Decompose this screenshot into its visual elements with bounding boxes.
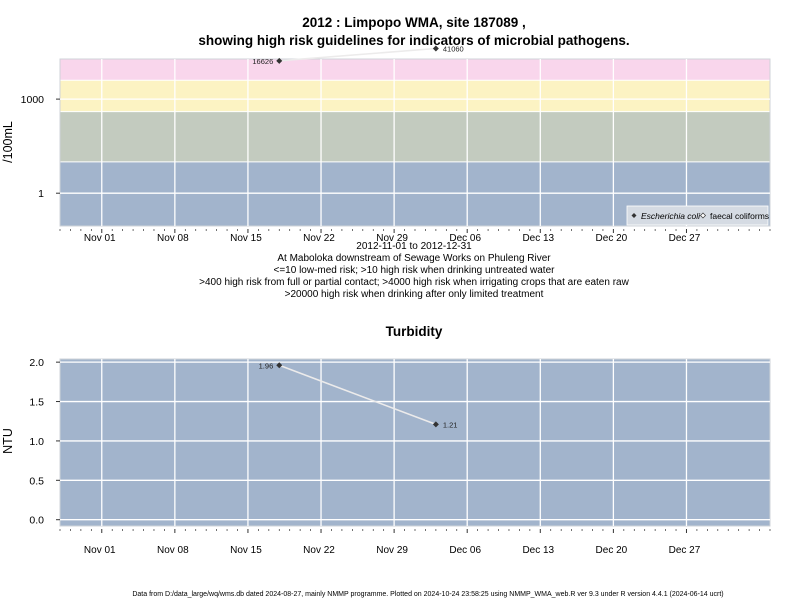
y-tick-label-0-5: 0.5 (29, 475, 44, 487)
caption-site: At Maboloka downstream of Sewage Works o… (277, 253, 551, 264)
caption-risk-2: >400 high risk from full or partial cont… (199, 277, 629, 288)
data-point-2 (432, 45, 439, 52)
chart-title-line-2: showing high risk guidelines for indicat… (198, 33, 629, 48)
x-tick-label-nov-22: Nov 22 (303, 233, 335, 244)
data-label-1: 1.96 (259, 361, 274, 370)
plot-frame (59, 58, 771, 227)
caption-block: 2012-11-01 to 2012-12-31 At Maboloka dow… (199, 241, 629, 300)
legend-marker-escherichia-coli (631, 213, 637, 218)
x-tick-label-nov-01: Nov 01 (84, 233, 116, 244)
gridlines (59, 58, 771, 227)
risk-band-2 (60, 111, 770, 162)
x-tick-label-nov-29: Nov 29 (376, 233, 408, 244)
y-tick-label-1000: 1000 (21, 94, 45, 106)
legend-box (626, 205, 769, 226)
x-tick-label-dec-20: Dec 20 (596, 545, 628, 556)
caption-date-range: 2012-11-01 to 2012-12-31 (356, 241, 472, 252)
x-tick-label-nov-08: Nov 08 (157, 545, 189, 556)
chart-title-line-1: 2012 : Limpopo WMA, site 187089 , (302, 15, 526, 30)
x-tick-label-dec-13: Dec 13 (522, 545, 554, 556)
microbial-panel: 16626 41060 Nov 01 Nov 08 Nov 15 Nov 22 Nov 2… (1, 45, 771, 244)
y-tick-label-1: 1 (38, 188, 44, 200)
x-tick-label-nov-29: Nov 29 (376, 545, 408, 556)
caption-risk-3: >20000 high risk when drinking after onl… (285, 289, 544, 300)
x-tick-label-nov-08: Nov 08 (157, 233, 189, 244)
y-tick-label-1-0: 1.0 (29, 436, 44, 448)
turbidity-title: Turbidity (386, 324, 443, 339)
x-tick-label-nov-15: Nov 15 (230, 233, 262, 244)
axes: Nov 01 Nov 08 Nov 15 Nov 22 Nov 29 Dec 06 Dec … (29, 357, 771, 556)
y-axis-label: NTU (1, 428, 15, 454)
x-tick-label-dec-13: Dec 13 (522, 233, 554, 244)
turbidity-panel: 1.96 1.21 Nov 01 Nov 08 Nov 15 Nov 22 Nov 29 D… (1, 357, 771, 556)
panel-background (60, 359, 770, 526)
axes: Nov 01 Nov 08 Nov 15 Nov 22 Nov 29 Dec 06 Dec … (21, 94, 771, 244)
x-tick-label-dec-20: Dec 20 (596, 233, 628, 244)
legend: Escherichia coli faecal coliforms (626, 205, 769, 226)
y-tick-label-0-0: 0.0 (29, 515, 44, 527)
legend-entry-escherichia-coli: Escherichia coli (641, 211, 701, 221)
x-tick-label-dec-06: Dec 06 (449, 545, 481, 556)
y-tick-label-1-5: 1.5 (29, 397, 44, 409)
plot-frame (59, 358, 771, 527)
data-point-1 (276, 57, 283, 64)
data-series: 1.96 1.21 (259, 361, 458, 429)
data-series: 16626 41060 (252, 45, 463, 66)
caption-risk-1: <=10 low-med risk; >10 high risk when dr… (274, 265, 556, 276)
data-label-1: 16626 (252, 57, 273, 66)
data-point-2 (432, 421, 439, 428)
x-tick-label-dec-27: Dec 27 (669, 233, 701, 244)
risk-bands (60, 58, 770, 226)
footer-note: Data from D:/data_large/wq/wms.db dated … (132, 591, 723, 598)
x-tick-label-nov-15: Nov 15 (230, 545, 262, 556)
data-label-2: 1.21 (443, 420, 458, 429)
data-point-1 (276, 362, 283, 369)
x-tick-label-nov-22: Nov 22 (303, 545, 335, 556)
data-label-2: 41060 (443, 45, 464, 54)
gridlines (59, 358, 771, 527)
x-tick-label-dec-06: Dec 06 (449, 233, 481, 244)
panel-fill (60, 359, 770, 526)
series-line-escherichia-coli (279, 47, 436, 62)
legend-entry-faecal-coliforms: faecal coliforms (710, 211, 769, 221)
risk-band-4 (60, 59, 770, 81)
series-line-1 (278, 364, 437, 426)
legend-marker-faecal-coliforms (700, 212, 706, 219)
x-tick-label-nov-01: Nov 01 (84, 545, 116, 556)
x-tick-label-dec-27: Dec 27 (669, 545, 701, 556)
risk-band-3 (60, 80, 770, 112)
y-tick-label-2-0: 2.0 (29, 357, 44, 369)
y-axis-label: /100mL (1, 121, 15, 163)
